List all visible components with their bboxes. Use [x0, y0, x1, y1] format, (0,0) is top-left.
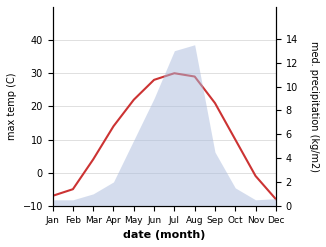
Y-axis label: max temp (C): max temp (C)	[7, 73, 17, 140]
X-axis label: date (month): date (month)	[123, 230, 205, 240]
Y-axis label: med. precipitation (kg/m2): med. precipitation (kg/m2)	[309, 41, 319, 172]
